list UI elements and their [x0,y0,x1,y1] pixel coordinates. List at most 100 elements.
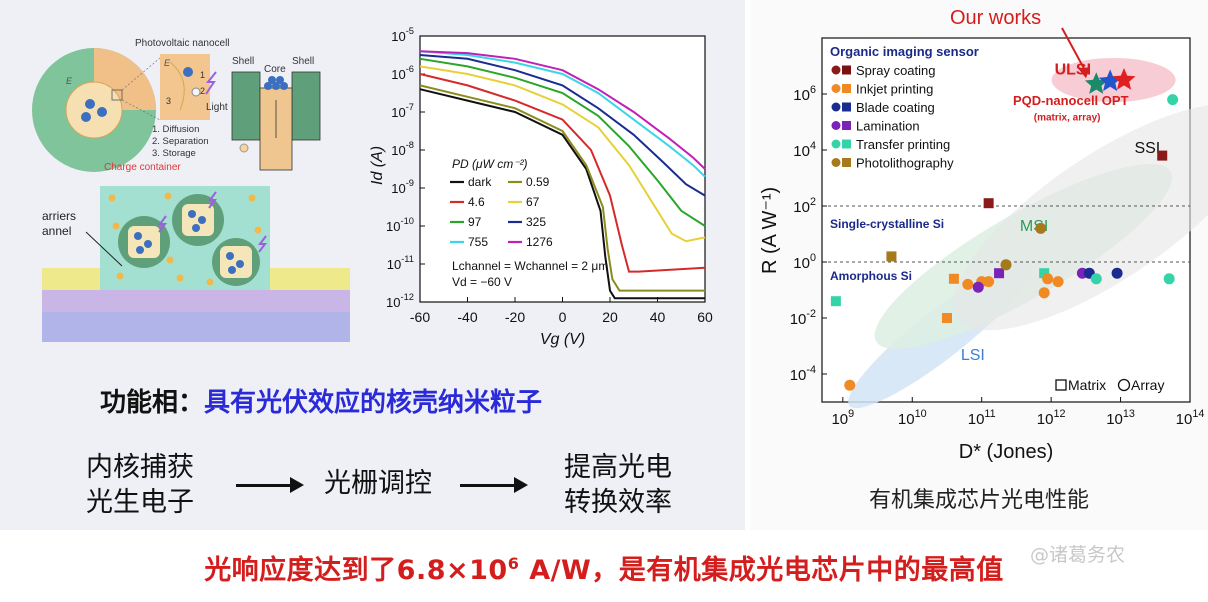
legend-marker-square-5 [842,158,851,167]
legend-marker-circle-4 [831,139,841,149]
step-mark-1: 1 [200,70,205,80]
step-mark-2: 2 [200,86,205,96]
benchmark-x-axis-label: D* (Jones) [959,441,1053,463]
nanocell-sphere: E [32,48,156,172]
transfer-y-tick-label: 10-6 [391,64,414,82]
transfer-y-tick-label: 10-12 [386,292,414,310]
data-point-circle [1042,273,1054,285]
step-mark-3: 3 [166,96,171,106]
legend-marker-square-0 [842,65,851,75]
step-1-label: 1. Diffusion [152,124,199,135]
device-cross-section: arriers annel [42,186,350,342]
data-point-square [983,198,994,209]
benchmark-y-tick-label: 106 [793,84,816,104]
transfer-series-67 [419,65,706,243]
benchmark-y-tick-label: 102 [793,196,816,216]
benchmark-x-tick-label: 109 [831,408,854,428]
left-panel: E Photovoltaic nanocell E 1 2 3 Light 1.… [0,0,745,530]
legend-label-0: Spray coating [856,63,936,78]
region-ssi [953,104,1208,331]
channel-label: annel [42,224,71,238]
flow-step-3-line1: 提高光电 [564,452,672,483]
benchmark-y-axis-label: R (A W⁻¹) [759,187,781,274]
benchmark-y-tick-label: 10-4 [790,364,816,384]
light-label: Light [206,102,228,113]
nanocell-zoom: E 1 2 3 Light [160,54,228,120]
benchmark-y-tick-label: 100 [793,252,816,272]
benchmark-x-tick-label: 1011 [968,408,996,428]
left-caption-prefix: 功能相： [100,388,205,418]
transfer-x-tick-label: -60 [410,309,430,325]
flow-step-3: 提高光电 转换效率 [548,450,688,520]
transfer-x-tick-label: -40 [457,309,477,325]
transfer-legend-label-4.6: 4.6 [468,195,485,209]
legend-label-1: Inkjet printing [856,82,933,97]
data-point-circle [983,276,995,288]
legend-marker-square-3 [842,121,851,130]
data-point-square [886,251,897,262]
transfer-series-325 [419,54,706,197]
benchmark-y-tick-label: 10-2 [790,308,816,328]
transfer-x-tick-label: 0 [559,309,567,325]
our-works-star-0 [1084,72,1108,94]
data-point-circle [1000,259,1012,271]
transfer-legend-label-1276: 1276 [526,235,553,249]
transfer-curve-chart: -60 -40 -20 0 20 40 60 10-12 10-11 10-10 10-9 10-8 1… [369,26,713,348]
reference-label-single-crystalline-si: Single-crystalline Si [830,217,944,231]
shell-left-label: Shell [232,56,254,67]
transfer-plot-frame [419,35,706,303]
data-point-circle [962,278,974,290]
core-label: Core [264,64,286,75]
data-point-circle [1052,276,1064,288]
benchmark-scatter-chart: Single-crystalline Si Amorphous Si 109 1010… [759,7,1208,463]
transfer-series-755 [419,50,706,178]
transfer-legend-label-325: 325 [526,215,546,229]
carriers-label: arriers [42,209,76,223]
data-point-circle [1038,287,1050,299]
benchmark-x-tick-label: 1010 [898,408,927,428]
legend-label-3: Lamination [856,119,920,134]
legend-marker-square-4 [842,139,851,149]
transfer-legend-label-67: 67 [526,195,540,209]
data-point-square [948,273,959,284]
step-3-label: 3. Storage [152,148,196,159]
data-point-circle [1167,94,1179,106]
flow-step-2: 光栅调控 [324,468,432,499]
transfer-y-tick-label: 10-5 [391,26,414,44]
transfer-x-tick-label: 60 [697,309,713,325]
legend-marker-circle-3 [831,121,841,130]
our-works-star-1 [1098,69,1122,92]
flow-step-1-line1: 内核捕获 [86,452,194,483]
transfer-y-tick-label: 10-7 [391,102,414,120]
legend-marker-circle-1 [831,84,841,93]
charge-container-label: Charge container [104,162,181,173]
marker-legend-array: Array [1131,377,1164,393]
benchmark-legend-title: Organic imaging sensor [830,44,979,59]
data-point-square [830,296,841,307]
nanocell-label: Photovoltaic nanocell [135,38,230,49]
transfer-legend-title: PD (μW cm⁻²) [452,157,528,171]
callout-arrow [1061,27,1087,73]
callout-arrowhead [1078,67,1090,79]
transfer-x-tick-label: 20 [602,309,618,325]
highlight-label: PQD-nanocell OPT [1013,93,1129,108]
flow-arrow-1 [236,477,304,493]
transfer-annotation-2: Vd = −60 V [452,275,512,289]
transfer-series-0.59 [419,84,705,292]
transfer-series-97 [419,57,706,227]
sphere-e-label: E [66,76,73,86]
nanocell-schematic: E Photovoltaic nanocell E 1 2 3 Light 1.… [32,38,350,342]
legend-marker-square-2 [842,102,851,112]
transfer-y-axis-label: Id (A) [369,146,386,185]
shell-right-label: Shell [292,56,314,67]
marker-legend-square [1055,379,1067,391]
transfer-legend-label-755: 755 [468,235,488,249]
zoom-e-label: E [164,58,171,68]
legend-marker-circle-0 [831,65,841,75]
bottom-banner: 光响应度达到了6.8×106 A/W，是有机集成光电芯片中的最高值 [0,548,1208,587]
legend-marker-circle-2 [831,102,841,112]
banner-sup: 6 [507,554,520,573]
data-point-square [994,268,1005,279]
data-point-square [1039,268,1050,279]
region-label-ssi: SSI [1134,140,1160,157]
